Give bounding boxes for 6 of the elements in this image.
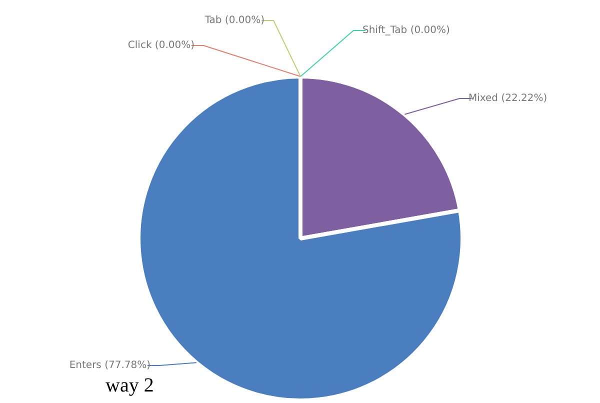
- category-label: Tab (0.00%): [204, 15, 265, 26]
- text: way 2: [106, 374, 154, 396]
- category-label: Shift_Tab (0.00%): [362, 25, 450, 36]
- slice-label: Enters (77.78%): [69, 360, 151, 371]
- slice-label: Mixed (22.22%): [468, 93, 548, 104]
- category-label: Click (0.00%): [128, 40, 194, 51]
